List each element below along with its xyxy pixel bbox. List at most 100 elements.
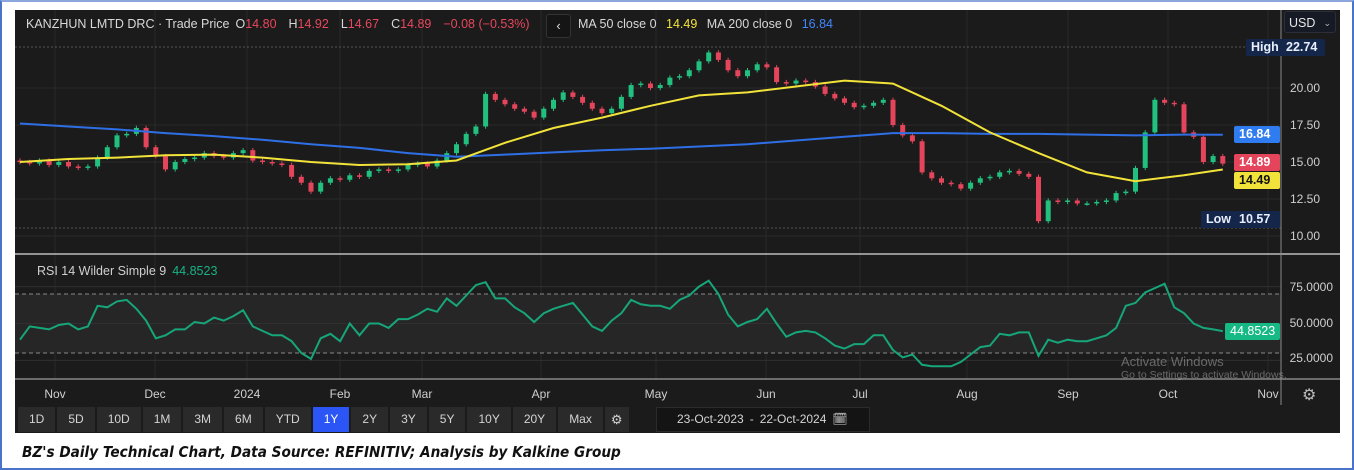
- rsi-value: 44.8523: [172, 264, 218, 278]
- collapse-legend-button[interactable]: ‹: [546, 14, 571, 38]
- candle-body: [958, 184, 964, 189]
- candle-body: [560, 92, 566, 100]
- candle-body: [521, 108, 527, 112]
- date-range-picker[interactable]: 23-Oct-2023-22-Oct-2024 🗓: [656, 407, 870, 432]
- candle-body: [1016, 170, 1022, 174]
- date-to: 22-Oct-2024: [759, 412, 827, 426]
- candle-body: [172, 162, 178, 170]
- range-button-5d[interactable]: 5D: [57, 407, 95, 432]
- candle: [75, 164, 81, 171]
- candle: [512, 102, 518, 111]
- candle-body: [260, 160, 265, 163]
- candle-body: [871, 102, 877, 106]
- candle-body: [599, 108, 605, 114]
- range-button-5y[interactable]: 5Y: [428, 407, 466, 432]
- candle: [172, 159, 178, 172]
- ma200-price-tag: 16.84: [1234, 126, 1280, 143]
- candle-body: [473, 126, 479, 134]
- price-tick: 17.50: [1289, 118, 1320, 132]
- candle-body: [715, 52, 721, 60]
- range-button-6m[interactable]: 6M: [224, 407, 263, 432]
- range-button-3m[interactable]: 3M: [183, 407, 223, 432]
- change-value: −0.08 (−0.53%): [443, 17, 530, 31]
- candle: [851, 100, 857, 110]
- chart-panel: [15, 10, 1340, 433]
- chart-settings-button[interactable]: ⚙: [1302, 385, 1316, 405]
- time-axis-label: Aug: [956, 387, 978, 401]
- candle: [298, 174, 304, 185]
- candle: [260, 158, 265, 165]
- candle-body: [386, 169, 392, 171]
- range-settings-button[interactable]: ⚙: [604, 407, 629, 432]
- candle: [735, 68, 741, 79]
- low-tag-value: 10.57: [1234, 211, 1280, 228]
- candle: [1142, 130, 1148, 171]
- candle: [483, 91, 489, 129]
- candle-body: [1055, 200, 1061, 202]
- candle: [618, 94, 624, 111]
- candle: [909, 133, 915, 144]
- candle: [609, 106, 615, 116]
- candle: [977, 176, 983, 185]
- date-from: 23-Oct-2023: [677, 412, 744, 426]
- time-axis-label: 2024: [233, 387, 261, 401]
- rsi-legend: RSI 14 Wilder Simple 9 44.8523: [37, 264, 217, 278]
- candle-body: [783, 82, 789, 84]
- candle: [308, 180, 314, 194]
- candle-body: [46, 160, 52, 165]
- candle: [657, 82, 663, 91]
- candle: [1045, 198, 1051, 224]
- candle: [648, 81, 653, 91]
- range-button-max[interactable]: Max: [558, 407, 603, 432]
- candle: [958, 181, 964, 191]
- range-button-ytd[interactable]: YTD: [264, 407, 311, 432]
- candle: [1113, 190, 1119, 203]
- candle-body: [706, 52, 712, 62]
- range-button-1y[interactable]: 1Y: [312, 407, 350, 432]
- candle: [745, 68, 750, 79]
- candle: [997, 170, 1003, 180]
- candle-body: [153, 147, 159, 157]
- candle: [560, 90, 566, 103]
- candle-body: [968, 182, 974, 189]
- candle: [696, 59, 702, 73]
- candle-body: [609, 108, 615, 114]
- candle: [1036, 174, 1041, 224]
- open-label: O: [235, 17, 246, 31]
- candle: [386, 167, 392, 174]
- candle-body: [1171, 102, 1177, 105]
- candle: [1152, 97, 1158, 135]
- candle: [66, 159, 71, 169]
- close-label: C: [391, 17, 401, 31]
- range-button-10y[interactable]: 10Y: [467, 407, 511, 432]
- candle: [56, 159, 62, 168]
- time-axis-label: Dec: [144, 387, 166, 401]
- candle-body: [822, 86, 828, 94]
- range-button-2y[interactable]: 2Y: [351, 407, 389, 432]
- candle-body: [1045, 200, 1051, 222]
- candle-body: [250, 150, 256, 161]
- candle-body: [240, 150, 246, 154]
- candle-body: [182, 159, 188, 162]
- range-button-20y[interactable]: 20Y: [512, 407, 557, 432]
- candle: [434, 158, 440, 169]
- candle-body: [327, 178, 333, 183]
- candle-body: [1133, 167, 1138, 192]
- candle-body: [754, 64, 760, 71]
- candle: [376, 167, 382, 174]
- price-tick: 20.00: [1289, 81, 1320, 95]
- range-button-3y[interactable]: 3Y: [390, 407, 427, 432]
- candle: [725, 57, 731, 73]
- candle-body: [376, 169, 382, 171]
- candle-body: [492, 93, 498, 100]
- range-button-1d[interactable]: 1D: [18, 407, 56, 432]
- currency-select[interactable]: USD ⌄: [1284, 11, 1336, 33]
- candle-body: [803, 80, 809, 83]
- low-tag-label: Low: [1201, 211, 1236, 228]
- candle-body: [36, 160, 42, 164]
- price-legend: KANZHUN LMTD DRC · Trade Price O14.80 H1…: [26, 17, 536, 31]
- candle-body: [551, 99, 556, 109]
- range-button-10d[interactable]: 10D: [96, 407, 141, 432]
- range-button-1m[interactable]: 1M: [142, 407, 182, 432]
